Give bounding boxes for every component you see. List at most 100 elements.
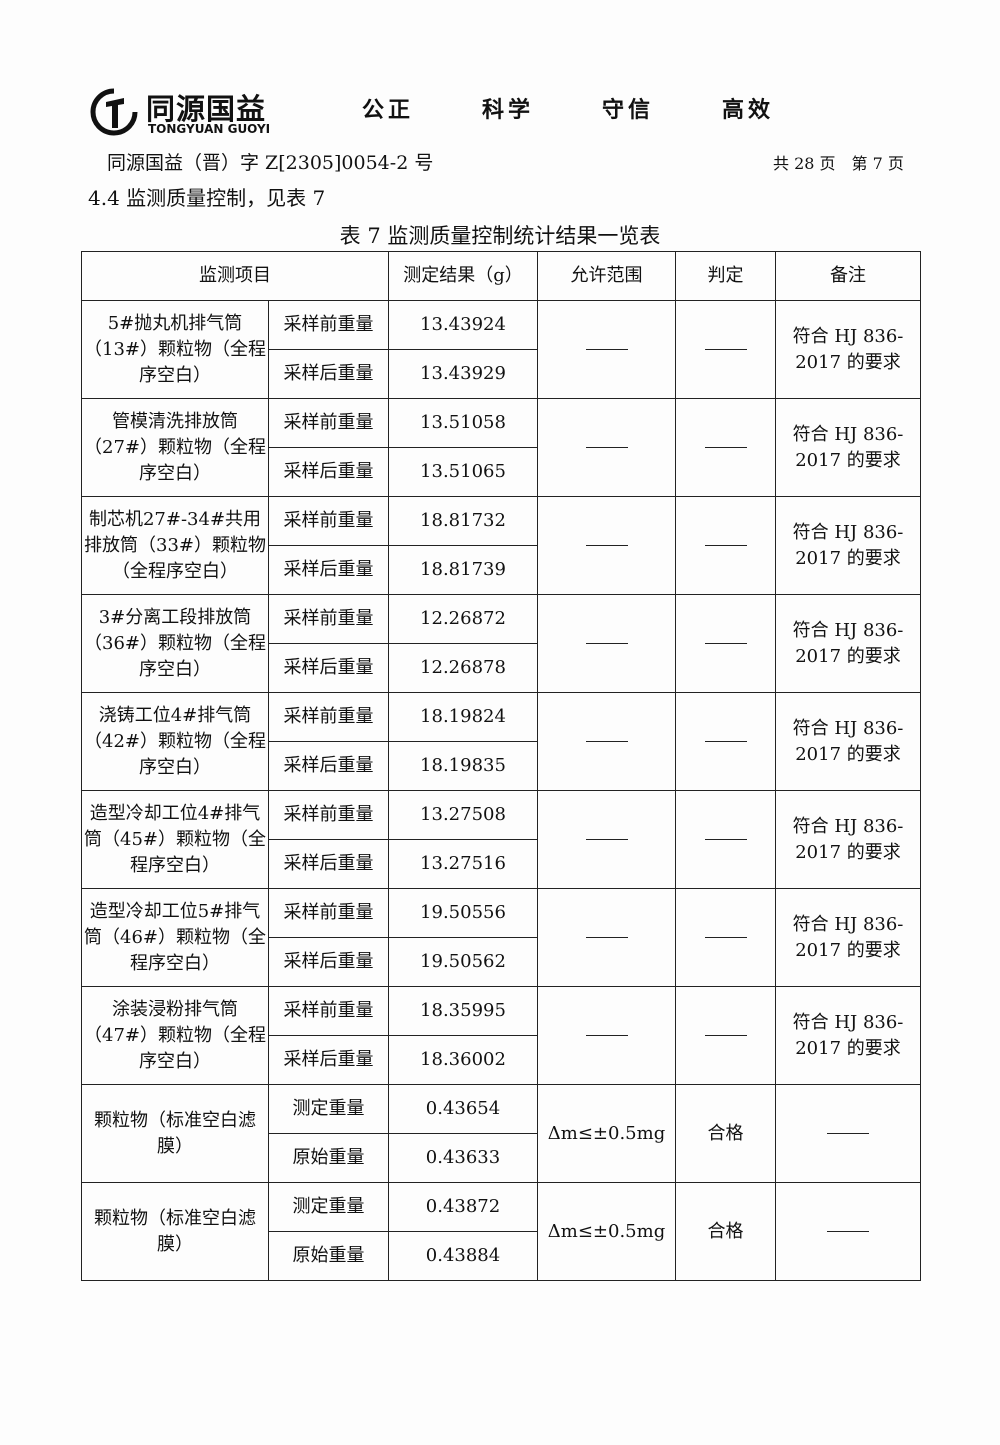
measure-type-cell: 采样前重量 xyxy=(268,398,389,448)
result-cell: 19.50562 xyxy=(388,937,538,987)
judge-cell xyxy=(675,790,776,889)
result-cell: 18.81732 xyxy=(388,496,538,546)
item-cell: 制芯机27#-34#共用排放筒（33#）颗粒物（全程序空白） xyxy=(81,496,269,595)
tongyuan-logo-icon xyxy=(90,88,138,136)
note-cell xyxy=(775,1084,921,1183)
table-row: 制芯机27#-34#共用排放筒（33#）颗粒物（全程序空白） 采样前重量 18.81… xyxy=(81,496,921,595)
judge-cell xyxy=(675,300,776,399)
table-row: 造型冷却工位5#排气筒（46#）颗粒物（全程序空白） 采样前重量 19.50556 符… xyxy=(81,888,921,987)
dash-mark xyxy=(704,643,747,644)
result-cell: 12.26878 xyxy=(388,643,538,693)
dash-mark xyxy=(704,545,747,546)
item-cell: 浇铸工位4#排气筒（42#）颗粒物（全程序空白） xyxy=(81,692,269,791)
table-row: 采样后重量 12.26878 xyxy=(82,643,921,693)
dash-mark xyxy=(585,839,628,840)
table-row: 采样后重量 18.36002 xyxy=(82,1035,921,1085)
table-row: 浇铸工位4#排气筒（42#）颗粒物（全程序空白） 采样前重量 18.19824 符合 … xyxy=(81,692,921,791)
range-cell: Δm≤±0.5mg xyxy=(537,1182,676,1281)
judge-cell: 合格 xyxy=(675,1084,776,1183)
range-cell xyxy=(537,594,676,693)
note-cell: 符合 HJ 836-2017 的要求 xyxy=(775,888,921,987)
measure-type-cell: 原始重量 xyxy=(268,1133,389,1183)
brand-name-cn: 同源国益 xyxy=(146,92,267,126)
result-cell: 0.43654 xyxy=(388,1084,538,1134)
range-cell xyxy=(537,986,676,1085)
quality-control-table: 监测项目 测定结果（g） 允许范围 判定 备注 5#抛丸机排气筒（13#）颗粒物… xyxy=(81,251,921,1281)
measure-type-cell: 采样前重量 xyxy=(268,888,389,938)
measure-type-cell: 采样后重量 xyxy=(268,937,389,987)
measure-type-cell: 采样前重量 xyxy=(268,594,389,644)
section-heading: 4.4 监测质量控制，见表 7 xyxy=(88,186,326,210)
table-row: 采样后重量 13.43929 xyxy=(82,349,921,399)
result-cell: 18.19835 xyxy=(388,741,538,791)
note-cell: 符合 HJ 836-2017 的要求 xyxy=(775,986,921,1085)
item-cell: 5#抛丸机排气筒（13#）颗粒物（全程序空白） xyxy=(81,300,269,399)
range-cell xyxy=(537,300,676,399)
dash-mark xyxy=(585,643,628,644)
item-cell: 造型冷却工位5#排气筒（46#）颗粒物（全程序空白） xyxy=(81,888,269,987)
result-cell: 0.43872 xyxy=(388,1182,538,1232)
result-cell: 18.36002 xyxy=(388,1035,538,1085)
col-header-item: 监测项目 xyxy=(81,251,389,301)
table-row: 管模清洗排放筒（27#）颗粒物（全程序空白） 采样前重量 13.51058 符合 HJ… xyxy=(81,398,921,497)
note-cell: 符合 HJ 836-2017 的要求 xyxy=(775,790,921,889)
dash-mark xyxy=(704,1035,747,1036)
table-row: 原始重量 0.43884 xyxy=(82,1231,921,1281)
result-cell: 0.43633 xyxy=(388,1133,538,1183)
measure-type-cell: 测定重量 xyxy=(268,1182,389,1232)
result-cell: 18.35995 xyxy=(388,986,538,1036)
judge-cell xyxy=(675,692,776,791)
measure-type-cell: 采样后重量 xyxy=(268,839,389,889)
measure-type-cell: 采样前重量 xyxy=(268,496,389,546)
table-row: 采样后重量 18.19835 xyxy=(82,741,921,791)
result-cell: 18.19824 xyxy=(388,692,538,742)
range-cell xyxy=(537,790,676,889)
result-cell: 19.50556 xyxy=(388,888,538,938)
note-cell xyxy=(775,1182,921,1281)
result-cell: 13.27516 xyxy=(388,839,538,889)
measure-type-cell: 采样前重量 xyxy=(268,692,389,742)
measure-type-cell: 采样前重量 xyxy=(268,790,389,840)
col-header-range: 允许范围 xyxy=(537,251,676,301)
result-cell: 13.43929 xyxy=(388,349,538,399)
result-cell: 18.81739 xyxy=(388,545,538,595)
motto-3: 守信 xyxy=(602,98,655,123)
result-cell: 13.51058 xyxy=(388,398,538,448)
judge-cell xyxy=(675,986,776,1085)
item-cell: 颗粒物（标准空白滤膜） xyxy=(81,1182,269,1281)
judge-cell xyxy=(675,888,776,987)
range-cell xyxy=(537,398,676,497)
table-row: 采样后重量 18.81739 xyxy=(82,545,921,595)
measure-type-cell: 采样后重量 xyxy=(268,643,389,693)
result-cell: 13.43924 xyxy=(388,300,538,350)
measure-type-cell: 采样后重量 xyxy=(268,545,389,595)
dash-mark xyxy=(827,1231,869,1232)
note-cell: 符合 HJ 836-2017 的要求 xyxy=(775,496,921,595)
dash-mark xyxy=(704,839,747,840)
note-cell: 符合 HJ 836-2017 的要求 xyxy=(775,398,921,497)
motto-1: 公正 xyxy=(362,98,415,123)
judge-cell xyxy=(675,594,776,693)
dash-mark xyxy=(704,447,747,448)
dash-mark xyxy=(704,741,747,742)
range-cell: Δm≤±0.5mg xyxy=(537,1084,676,1183)
motto-4: 高效 xyxy=(722,98,775,123)
measure-type-cell: 采样后重量 xyxy=(268,741,389,791)
motto-2: 科学 xyxy=(482,98,535,123)
dash-mark xyxy=(704,937,747,938)
table-row: 颗粒物（标准空白滤膜） 测定重量 0.43872 Δm≤±0.5mg 合格 xyxy=(81,1182,921,1281)
item-cell: 管模清洗排放筒（27#）颗粒物（全程序空白） xyxy=(81,398,269,497)
table-row: 原始重量 0.43633 xyxy=(82,1133,921,1183)
result-cell: 13.27508 xyxy=(388,790,538,840)
table-row: 颗粒物（标准空白滤膜） 测定重量 0.43654 Δm≤±0.5mg 合格 xyxy=(81,1084,921,1183)
note-cell: 符合 HJ 836-2017 的要求 xyxy=(775,300,921,399)
table-title: 表 7 监测质量控制统计结果一览表 xyxy=(339,224,661,248)
table-row: 涂装浸粉排气筒（47#）颗粒物（全程序空白） 采样前重量 18.35995 符合 HJ… xyxy=(81,986,921,1085)
range-cell xyxy=(537,496,676,595)
item-cell: 3#分离工段排放筒（36#）颗粒物（全程序空白） xyxy=(81,594,269,693)
table-header-row: 监测项目 测定结果（g） 允许范围 判定 备注 xyxy=(81,251,921,301)
page-info: 共 28 页 第 7 页 xyxy=(773,154,904,173)
item-cell: 造型冷却工位4#排气筒（45#）颗粒物（全程序空白） xyxy=(81,790,269,889)
dash-mark xyxy=(827,1133,869,1134)
item-cell: 颗粒物（标准空白滤膜） xyxy=(81,1084,269,1183)
